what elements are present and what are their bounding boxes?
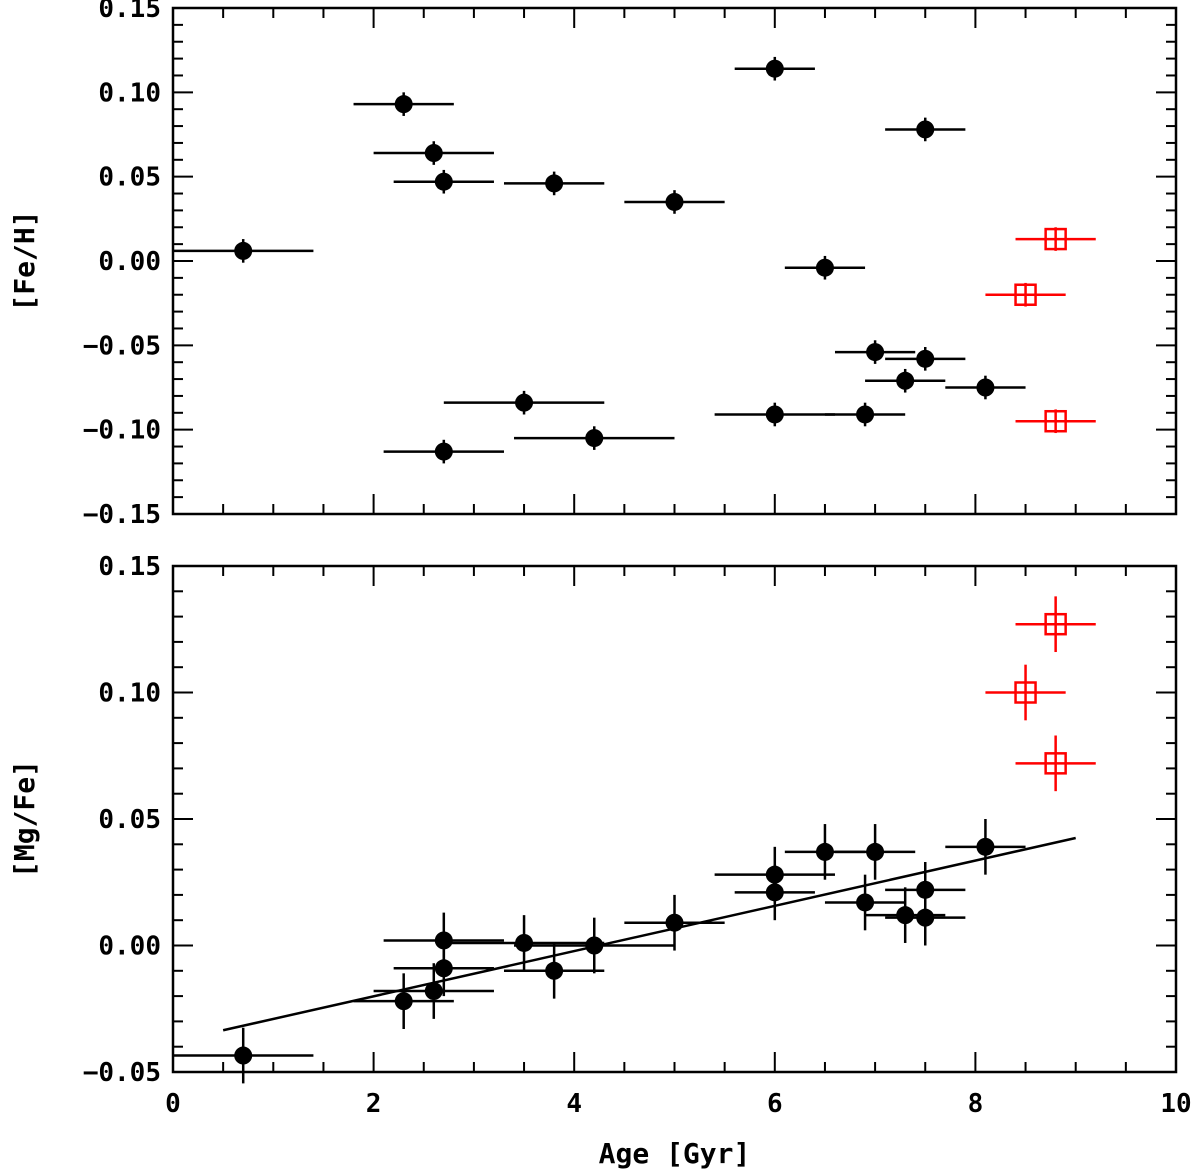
y-tick-label: 0.10	[98, 78, 161, 108]
y-tick-label: 0.15	[98, 552, 161, 582]
data-point	[765, 59, 784, 78]
data-point-square	[1044, 612, 1067, 636]
data-point-square	[1044, 752, 1067, 775]
data-point	[424, 982, 443, 1001]
data-point	[815, 258, 834, 277]
y-tick-label: −0.15	[83, 500, 161, 530]
y-tick-label: 0.05	[98, 805, 161, 835]
x-tick-label: 4	[566, 1089, 582, 1119]
data-point-square	[1014, 283, 1037, 306]
data-point	[976, 837, 995, 856]
data-point	[896, 906, 915, 925]
data-point	[585, 429, 604, 448]
data-point	[434, 959, 453, 978]
y-axis-title: [Fe/H]	[8, 210, 41, 311]
y-tick-label: 0.00	[98, 932, 161, 962]
data-point	[424, 144, 443, 163]
fe-h-panel: −0.15 −0.10 −0.05 0.00 0.05 0.10 0.15 [Fe/H]	[8, 0, 1178, 530]
data-point	[234, 241, 253, 260]
data-point	[665, 192, 684, 211]
data-point	[866, 842, 885, 861]
mg-fe-panel: −0.05 0.00 0.05 0.10 0.15 0 2 4 6 8 10 [Mg/Fe] Age […	[8, 552, 1192, 1170]
y-tick-label: −0.10	[83, 416, 161, 446]
data-point	[434, 172, 453, 191]
plot-frame	[171, 564, 1178, 1074]
x-tick-label: 2	[366, 1089, 382, 1119]
y-tick-label: −0.05	[83, 1058, 161, 1088]
fit-line	[222, 836, 1076, 1032]
data-point	[585, 936, 604, 955]
data-point	[916, 120, 935, 139]
data-point	[665, 913, 684, 932]
y-tick-label: 0.05	[98, 163, 161, 193]
data-point	[234, 1046, 253, 1065]
data-point	[515, 933, 534, 952]
x-tick-label: 0	[165, 1089, 181, 1119]
data-point	[394, 992, 413, 1011]
data-point	[866, 343, 885, 362]
data-point	[815, 842, 834, 861]
y-tick-label: 0.10	[98, 679, 161, 709]
y-axis-title: [Mg/Fe]	[8, 760, 41, 878]
x-tick-label: 10	[1160, 1089, 1191, 1119]
data-point	[856, 405, 875, 424]
data-point	[545, 174, 564, 193]
data-point	[916, 349, 935, 368]
data-point	[545, 961, 564, 980]
data-point-square	[1014, 681, 1037, 704]
y-tick-label: −0.05	[83, 331, 161, 361]
data-point	[434, 442, 453, 461]
y-tick-label: 0.00	[98, 247, 161, 277]
data-point	[976, 378, 995, 397]
data-point	[856, 893, 875, 912]
data-point	[916, 908, 935, 927]
data-point	[765, 883, 784, 902]
data-point-square	[1044, 409, 1067, 433]
data-point-square	[1044, 227, 1067, 251]
data-point	[394, 95, 413, 114]
data-point	[515, 393, 534, 412]
data-point	[765, 405, 784, 424]
x-tick-label: 6	[767, 1089, 783, 1119]
y-tick-label: 0.15	[98, 0, 161, 24]
x-axis-title: Age [Gyr]	[599, 1137, 751, 1170]
x-tick-label: 8	[968, 1089, 984, 1119]
data-point	[896, 371, 915, 390]
